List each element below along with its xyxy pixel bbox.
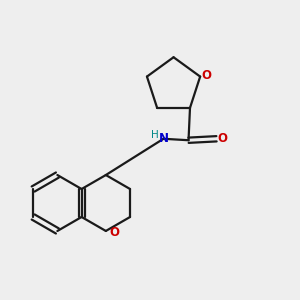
Text: O: O xyxy=(109,226,119,239)
Text: O: O xyxy=(218,132,227,145)
Text: H: H xyxy=(152,130,159,140)
Text: N: N xyxy=(158,132,169,145)
Text: O: O xyxy=(202,69,212,82)
